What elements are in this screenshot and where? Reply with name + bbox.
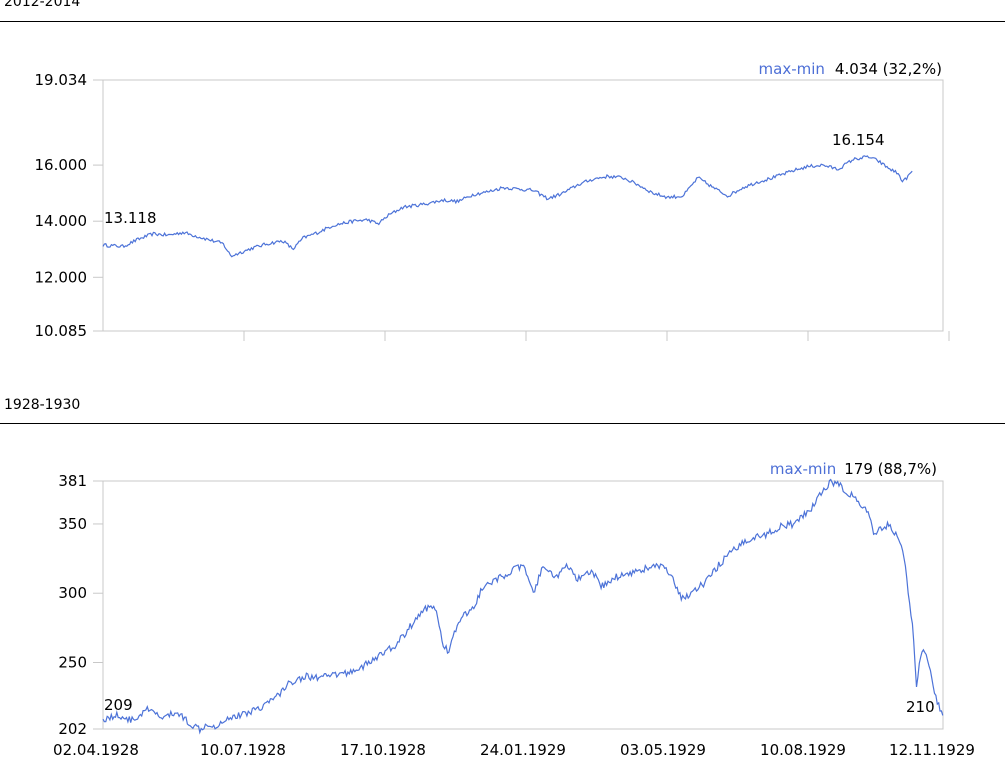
chart1-maxmin-annotation: max-min 4.034 (32,2%) (759, 60, 942, 78)
chart2-section-title: 1928-1930 (4, 397, 81, 413)
chart2-plot-frame (102, 480, 944, 730)
chart2-y-tick-label: 202 (58, 720, 87, 738)
chart1-peak-label: 16.154 (832, 131, 885, 149)
chart1-divider (0, 21, 1005, 22)
chart2-y-tick-label: 381 (58, 472, 87, 490)
chart2-x-tick-label: 10.07.1928 (200, 741, 286, 759)
chart2-divider (0, 423, 1005, 424)
chart1-maxmin-value: 4.034 (32,2%) (835, 60, 942, 78)
chart2-maxmin-value: 179 (88,7%) (844, 460, 937, 478)
chart1-x-axis (243, 331, 950, 341)
chart2-maxmin-key: max-min (770, 460, 836, 478)
chart2-x-tick-label: 17.10.1928 (340, 741, 426, 759)
chart2: 381 350 300 250 202 02.04.1928 10.07.1928 17.1… (53, 460, 975, 759)
chart1: 19.034 16.000 14.000 12.000 10.085 max-min 4.… (35, 60, 950, 341)
chart1-y-tick-label: 16.000 (35, 156, 88, 174)
chart1-start-label: 13.118 (104, 209, 157, 227)
chart2-y-axis: 381 350 300 250 202 (58, 472, 103, 738)
chart2-end-label: 210 (906, 698, 935, 716)
chart2-maxmin-annotation: max-min 179 (88,7%) (770, 460, 937, 478)
chart2-y-tick-label: 300 (58, 584, 87, 602)
chart1-y-axis: 19.034 16.000 14.000 12.000 10.085 (35, 71, 103, 340)
chart1-y-tick-label: 14.000 (35, 212, 88, 230)
chart1-section-title: 2012-2014 (4, 0, 81, 10)
chart2-y-tick-label: 250 (58, 653, 87, 671)
chart2-series-line (102, 478, 944, 735)
chart1-plot-frame (102, 79, 944, 332)
chart2-x-tick-label: 12.11.1929 (889, 741, 975, 759)
chart2-x-tick-label: 24.01.1929 (480, 741, 566, 759)
chart2-y-tick-label: 350 (58, 515, 87, 533)
chart1-y-tick-label: 19.034 (35, 71, 88, 89)
chart1-series-line (102, 155, 913, 258)
chart2-x-tick-label: 02.04.1928 (53, 741, 139, 759)
chart1-y-tick-label: 10.085 (35, 322, 88, 340)
chart1-y-tick-label: 12.000 (35, 268, 88, 286)
chart2-x-tick-label: 10.08.1929 (760, 741, 846, 759)
chart2-start-label: 209 (104, 696, 133, 714)
chart2-x-axis: 02.04.1928 10.07.1928 17.10.1928 24.01.1929… (53, 741, 975, 759)
chart1-maxmin-key: max-min (759, 60, 825, 78)
chart2-x-tick-label: 03.05.1929 (620, 741, 706, 759)
